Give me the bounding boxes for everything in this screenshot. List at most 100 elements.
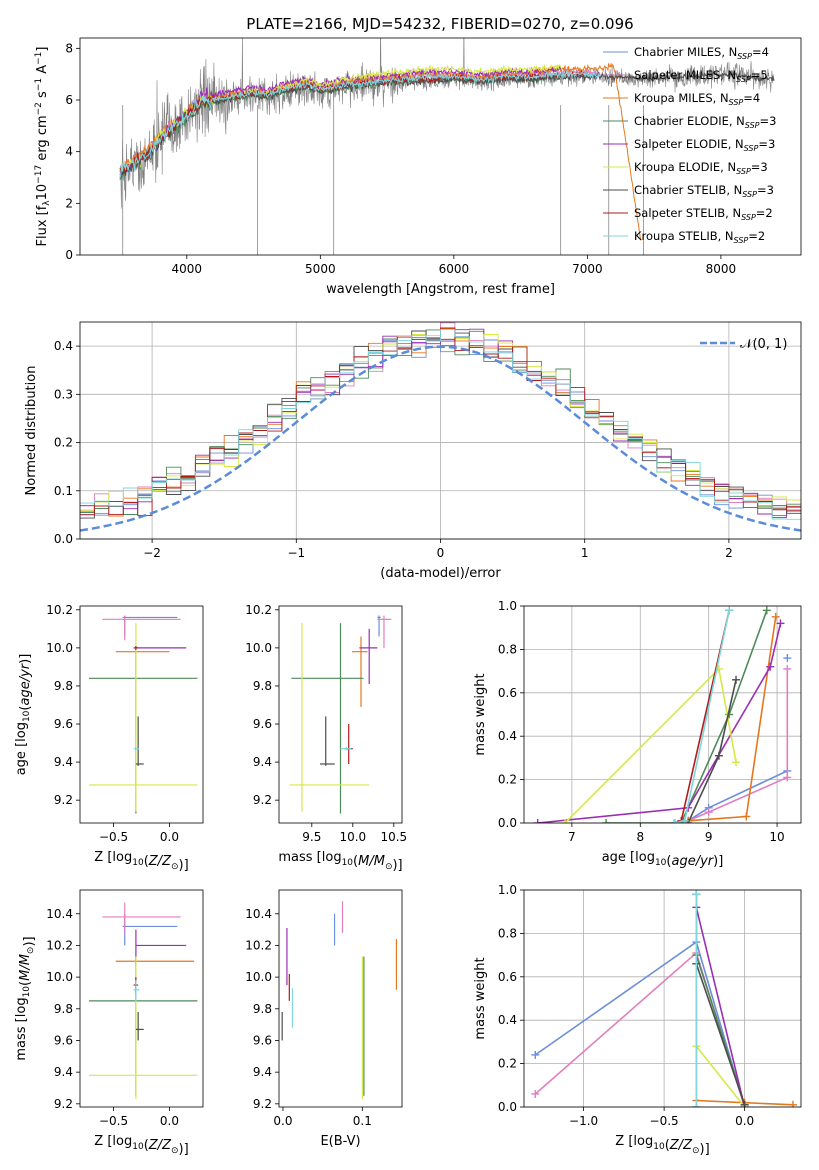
- errorbar-point-1: [377, 615, 392, 648]
- mass_vs_EBV-ytick-label: 9.4: [253, 1065, 272, 1079]
- legend-label: Salpeter ELODIE, NSSP=3: [634, 137, 775, 153]
- age_vs_Z-xtick-label: 0.0: [160, 830, 179, 844]
- errorbar-point-0: [122, 615, 178, 637]
- residuals-xtick-label: −1: [287, 546, 305, 560]
- spectrum-legend: Chabrier MILES, NSSP=4 Salpeter MILES, NS…: [603, 45, 776, 245]
- errorbar-point-8: [133, 746, 140, 751]
- age_vs_mass-ytick-label: 9.8: [253, 679, 272, 693]
- legend-label: Salpeter MILES, NSSP=5: [634, 68, 768, 84]
- spectrum-ylabel: Flux [fλ10−17 erg cm−2 s−1 A−1]: [34, 47, 52, 247]
- weight-line-5: [537, 623, 782, 823]
- errorbar-point-8: [133, 980, 140, 1001]
- residuals-ytick-label: 0.2: [54, 436, 73, 450]
- errorbar-point-3: [88, 647, 198, 814]
- age_vs_Z-ytick-label: 9.4: [54, 755, 73, 769]
- mass_vs_Z-axes: [88, 902, 198, 1100]
- errorbar-point-5: [289, 623, 370, 812]
- mass_vs_Z-ytick-label: 9.8: [54, 1002, 73, 1016]
- age_vs_mass-xtick-label: 10.5: [380, 830, 407, 844]
- weight_vs_age-xtick-label: 8: [636, 830, 644, 844]
- model-spectrum-line-8: [119, 69, 602, 178]
- weight_vs_Z-frame-group: −1.0 −0.5 0.0 0.0 0.2 0.4 0.6 0.8 1.0 Z [log10(Z/…: [473, 883, 802, 1157]
- age_vs_mass-axes: [289, 615, 392, 814]
- errorbar-point-7: [344, 724, 353, 764]
- legend-label: Chabrier STELIB, NSSP=3: [634, 183, 774, 199]
- residual-histogram-8: [80, 329, 801, 520]
- mass_vs_Z-xtick-label: 0.0: [160, 1114, 179, 1128]
- mass_vs_EBV-plot-area: [281, 901, 398, 1100]
- weight_vs_Z-plot-area: [531, 890, 797, 1107]
- weight_vs_Z-frame: [523, 889, 802, 1108]
- residuals-xtick-label: 1: [581, 546, 589, 560]
- errorbar-point-1: [102, 902, 181, 933]
- residuals-frame-group: −2 −1 0 1 2 0.0 0.1 0.2 0.3 0.4 (data-model)/error…: [24, 321, 802, 581]
- weight-line-5: [695, 1045, 746, 1107]
- age_vs_mass-ytick-label: 10.2: [245, 603, 272, 617]
- weight_vs_age-xtick-label: 7: [568, 830, 576, 844]
- weight-marker: [531, 1089, 540, 1098]
- legend-label: Kroupa ELODIE, NSSP=3: [634, 160, 768, 176]
- spectrum-xtick-label: 4000: [172, 262, 203, 276]
- errorbar-point-2: [351, 636, 368, 707]
- weight-marker: [783, 654, 792, 663]
- normal-reference-curve: [80, 345, 801, 532]
- weight-marker: [771, 612, 780, 621]
- weight-marker: [732, 758, 741, 767]
- spectrum-plot-area: [119, 38, 775, 255]
- weight-marker: [740, 1100, 749, 1107]
- errorbar-point-6: [135, 1011, 144, 1041]
- weight_vs_age-axes: [524, 605, 801, 824]
- mass_vs_EBV-xlabel: E(B-V): [320, 1134, 360, 1149]
- age_vs_mass-plot-area: [289, 615, 392, 814]
- weight_vs_age-ytick-label: 0.8: [498, 642, 517, 656]
- legend-label: Salpeter STELIB, NSSP=2: [634, 206, 773, 222]
- errorbar-point-8: [340, 746, 352, 751]
- errorbar-point-6: [135, 716, 144, 766]
- mass_vs_EBV-frame: [278, 889, 403, 1108]
- legend-label: Chabrier MILES, NSSP=4: [634, 45, 769, 61]
- mass_vs_EBV-ytick-label: 9.6: [253, 1033, 272, 1047]
- residuals-xtick-label: 2: [725, 546, 733, 560]
- spectrum-ytick-label: 8: [65, 41, 73, 55]
- age_vs_mass-xtick-label: 9.5: [302, 830, 321, 844]
- mass_vs_EBV-ytick-label: 10.4: [245, 907, 272, 921]
- weight_vs_age-xtick-label: 9: [705, 830, 713, 844]
- age_vs_Z-xtick-label: −0.5: [99, 830, 128, 844]
- mass_vs_Z-ytick-label: 9.4: [54, 1065, 73, 1079]
- weight_vs_Z-ytick-label: 0.8: [498, 926, 517, 940]
- figure-title: PLATE=2166, MJD=54232, FIBERID=0270, z=0…: [246, 15, 633, 33]
- legend-label: Kroupa STELIB, NSSP=2: [634, 229, 765, 245]
- weight-line-3: [695, 894, 746, 1106]
- weight_vs_age-ytick-label: 1.0: [498, 599, 517, 613]
- spectrum-xtick-label: 7000: [572, 262, 603, 276]
- spectrum-frame: [79, 37, 802, 256]
- weight-marker: [533, 819, 542, 823]
- residuals-ytick-label: 0.4: [54, 339, 73, 353]
- errorbar-point-7: [133, 645, 139, 650]
- errorbar-point-0: [122, 913, 178, 946]
- mass_vs_Z-xtick-label: −0.5: [99, 1114, 128, 1128]
- age_vs_mass-ytick-label: 9.6: [253, 717, 272, 731]
- residuals-xtick-label: −2: [143, 546, 161, 560]
- mass_vs_EBV-axes: [281, 901, 398, 1100]
- age_vs_Z-ytick-label: 10.2: [46, 603, 73, 617]
- residuals-xtick-label: 0: [437, 546, 445, 560]
- weight-marker: [783, 773, 792, 782]
- residuals-plot-area: [80, 322, 801, 532]
- age_vs_Z-frame-group: −0.5 0.0 9.2 9.4 9.6 9.8 10.0 10.2 Z [log10(Z/Z⊙…: [14, 603, 204, 873]
- errorbar-point-4: [135, 929, 187, 965]
- weight_vs_Z-xtick-label: 0.0: [735, 1114, 754, 1128]
- errorbar-point-5: [88, 623, 198, 812]
- weight_vs_Z-xtick-label: −0.5: [650, 1114, 679, 1128]
- errorbar-point-2: [115, 649, 170, 654]
- mass_vs_EBV-ytick-label: 10.0: [245, 970, 272, 984]
- weight_vs_age-ytick-label: 0.0: [498, 816, 517, 830]
- weight_vs_age-frame: [523, 605, 802, 824]
- spectrum-ytick-label: 4: [65, 145, 73, 159]
- mass_vs_Z-ylabel: mass [log10(M/M⊙)]: [14, 936, 37, 1060]
- mass_vs_EBV-xtick-label: 0.1: [353, 1114, 372, 1128]
- legend-label: Chabrier ELODIE, NSSP=3: [634, 114, 776, 130]
- legend-label: Kroupa MILES, NSSP=4: [634, 91, 760, 107]
- mass_vs_Z-plot-area: [88, 902, 198, 1100]
- residuals-xlabel: (data-model)/error: [380, 566, 501, 581]
